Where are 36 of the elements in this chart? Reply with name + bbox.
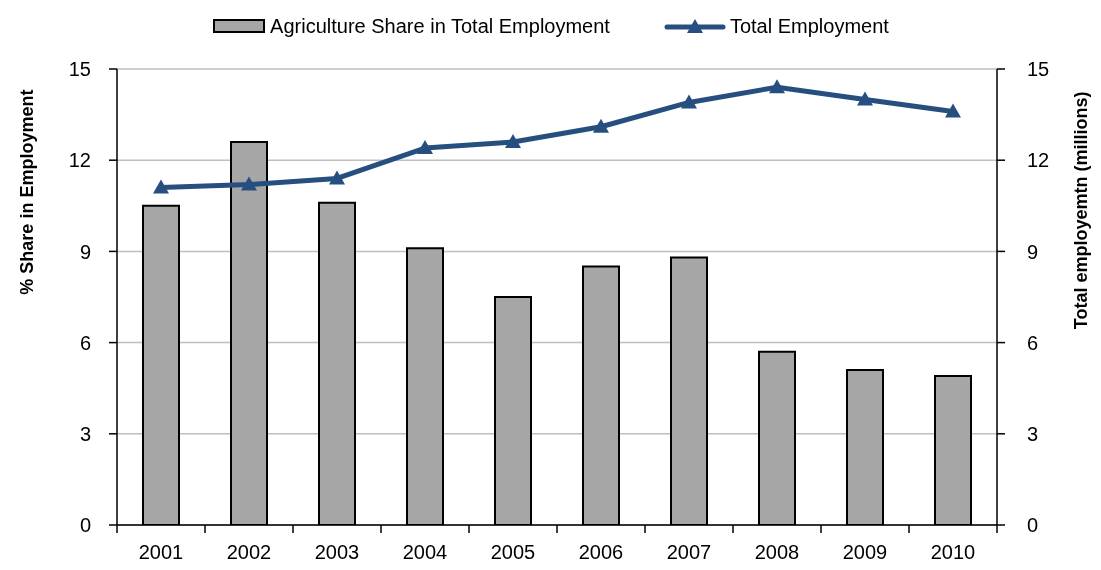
y2-axis-title: Total employemtn (millions) xyxy=(1071,91,1091,330)
point xyxy=(329,170,345,185)
x-tick-label: 2002 xyxy=(226,541,272,563)
y-tick-label: 15 xyxy=(68,58,91,81)
y-tick-label: 9 xyxy=(79,240,91,263)
y-tick-label: 12 xyxy=(68,149,91,172)
x-tick-label: 2008 xyxy=(754,541,800,563)
y2-tick-label: 12 xyxy=(1027,149,1050,172)
legend-label: Total Employment xyxy=(729,14,889,38)
x-tick-label: 2010 xyxy=(930,541,976,563)
point xyxy=(857,91,873,106)
x-tick-label: 2006 xyxy=(578,541,624,563)
point xyxy=(241,176,257,191)
y-tick-label: 3 xyxy=(79,422,91,445)
x-tick-label: 2007 xyxy=(666,541,712,563)
y-tick-label: 0 xyxy=(79,514,91,537)
point xyxy=(945,103,961,118)
x-tick-label: 2009 xyxy=(842,541,888,563)
y2-tick-label: 0 xyxy=(1027,514,1039,537)
x-tick-label: 2005 xyxy=(490,541,536,563)
point xyxy=(593,118,609,133)
point xyxy=(681,94,697,109)
point xyxy=(417,140,433,155)
x-tick-label: 2003 xyxy=(314,541,360,563)
point xyxy=(505,133,521,148)
point xyxy=(153,179,169,194)
y-axis-title: % Share in Employment xyxy=(17,89,37,295)
y2-tick-label: 3 xyxy=(1027,422,1039,445)
x-tick-label: 2004 xyxy=(402,541,448,563)
x-tick-label: 2001 xyxy=(138,541,184,563)
point xyxy=(769,79,785,94)
y2-tick-label: 9 xyxy=(1027,240,1039,263)
y2-tick-label: 6 xyxy=(1027,331,1039,354)
y2-tick-label: 15 xyxy=(1027,58,1050,81)
y-tick-label: 6 xyxy=(79,331,91,354)
legend-label: Agriculture Share in Total Employment xyxy=(270,14,610,38)
